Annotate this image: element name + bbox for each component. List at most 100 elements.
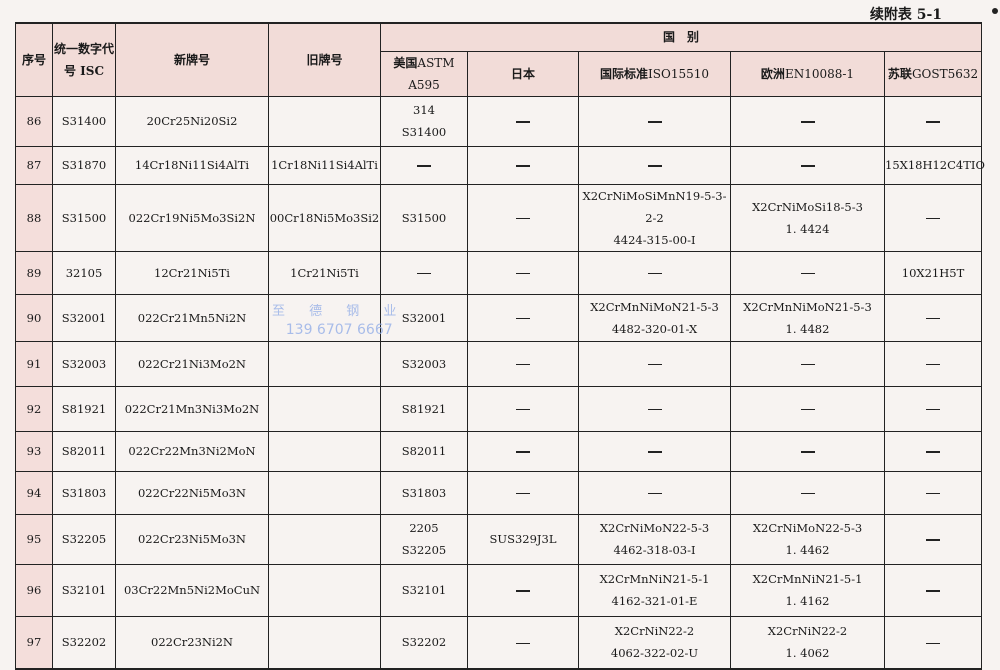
cell-seq: 86 [15,95,53,147]
dash-mark: — [800,121,815,123]
cell-us: S31803 [380,470,468,515]
cell-old-grade: 1Cr21Ni5Ti [268,250,381,295]
table-row: 86S3140020Cr25Ni20Si2 314S31400 — — — — [15,95,983,147]
cell-iso: — [578,145,731,185]
cell-jp: — [467,293,579,342]
dash-mark: — [926,121,941,123]
cell-iso: — [578,250,731,295]
cell-isc: S31500 [52,183,116,252]
cell-jp: — [467,340,579,387]
cell-jp: — [467,430,579,472]
cell-iso: X2CrMnNiN21-5-1 4162-321-01-E [578,563,731,617]
cell-us: S82011 [380,430,468,472]
cell-iso: X2CrNiMoSiMnN19-5-3-2-2 4424-315-00-I [578,183,731,252]
cell-eu: — [730,145,885,185]
cell-su: — [883,513,983,565]
cell-new-grade: 022Cr22Mn3Ni2MoN [115,430,269,472]
cell-isc: S32003 [52,340,116,387]
cell-seq: 93 [15,430,53,472]
cell-iso: X2CrNiN22-2 4062-322-02-U [578,615,731,670]
cell-old-grade [268,430,381,472]
cell-old-grade: 00Cr18Ni5Mo3Si2 [268,183,381,252]
dash-mark: — [800,408,815,411]
cell-old-grade [268,513,381,565]
cell-eu: — [730,250,885,295]
cell-eu: X2CrMnNiMoN21-5-3 1. 4482 [730,293,885,342]
cell-old-grade: 1Cr18Ni11Si4AlTi [268,145,381,185]
cell-jp: SUS329J3L [467,513,579,565]
cell-new-grade: 12Cr21Ni5Ti [115,250,269,295]
cell-seq: 94 [15,470,53,515]
dash-mark: — [516,642,530,644]
cell-us: — [380,250,468,295]
dash-mark: — [516,217,530,220]
header-country: 国际标准ISO15510 [578,50,731,97]
cell-eu: X2CrNiMoSi18-5-3 1. 4424 [730,183,885,252]
cell-eu: — [730,95,885,147]
cell-old-grade [268,615,381,670]
table-row: 97S32202022Cr23Ni2NS32202—X2CrNiN22-2406… [15,615,983,670]
cell-seq: 91 [15,340,53,387]
cell-new-grade: 022Cr21Mn5Ni2N [115,293,269,342]
cell-su: 15X18H12C4TIO [883,145,985,185]
cell-seq: 90 [15,293,53,342]
cell-eu: X2CrNiN22-2 1. 4062 [730,615,885,670]
cell-iso: — [578,430,731,472]
cell-new-grade: 022Cr22Ni5Mo3N [115,470,269,515]
dash-mark: — [516,451,530,453]
dash-mark: — [926,492,941,495]
cell-eu: X2CrNiMoN22-5-3 1. 4462 [730,513,885,565]
dash-mark: — [926,363,941,366]
cell-su: — [883,183,983,252]
dash-mark: — [926,408,941,411]
cell-us: — [380,145,468,185]
cell-isc: S81921 [52,385,116,432]
cell-seq: 92 [15,385,53,432]
cell-us: S32003 [380,340,468,387]
header-country: 日本 [467,50,579,97]
cell-jp: — [467,385,579,432]
cell-seq: 87 [15,145,53,185]
dash-mark: — [647,272,662,275]
watermark: 至 德 钢 业 139 6707 6667 [272,304,407,338]
cell-new-grade: 022Cr23Ni2N [115,615,269,670]
cell-us: 314 S31400 [380,95,468,147]
dash-mark: — [516,363,530,366]
table-row: 87 S31870 14Cr18Ni11Si4AlTi 1Cr18Ni11Si4AlT… [15,145,985,185]
cell-iso: X2CrMnNiMoN21-5-3 4482-320-01-X [578,293,731,342]
dash-mark: — [647,408,662,411]
cell-iso: — [578,470,731,515]
dash-mark: — [926,642,941,644]
cell-su: — [883,95,983,147]
cell-isc: S31400 [52,95,116,147]
cell-jp: — [467,183,579,252]
cell-new-grade: 20Cr25Ni20Si2 [115,95,269,147]
dash-mark: — [516,590,530,592]
cell-old-grade [268,470,381,515]
cell-seq: 96 [15,563,53,617]
cell-eu: — [730,470,885,515]
dash-mark: — [800,363,815,366]
cell-iso: — [578,340,731,387]
cell-jp: — [467,145,579,185]
table-caption: 续附表 5-1 [869,7,942,23]
cell-seq: 97 [15,615,53,670]
cell-eu: — [730,430,885,472]
page-mark [992,8,998,14]
cell-new-grade: 022Cr21Ni3Mo2N [115,340,269,387]
cell-new-grade: 022Cr21Mn3Ni3Mo2N [115,385,269,432]
dash-mark: — [926,590,941,592]
table-row: 95 S32205 022Cr23Ni5Mo3N 2205 S32205 SUS329J3… [15,513,983,565]
cell-eu: — [730,385,885,432]
cell-us: 2205 S32205 [380,513,468,565]
dash-mark: — [926,539,941,541]
cell-old-grade [268,563,381,617]
header-country: 美国ASTM A595 [380,50,468,97]
dash-mark: — [647,363,662,366]
cell-eu: — [730,340,885,387]
cell-su: — [883,340,983,387]
cell-su: — [883,430,983,472]
cell-old-grade [268,340,381,387]
